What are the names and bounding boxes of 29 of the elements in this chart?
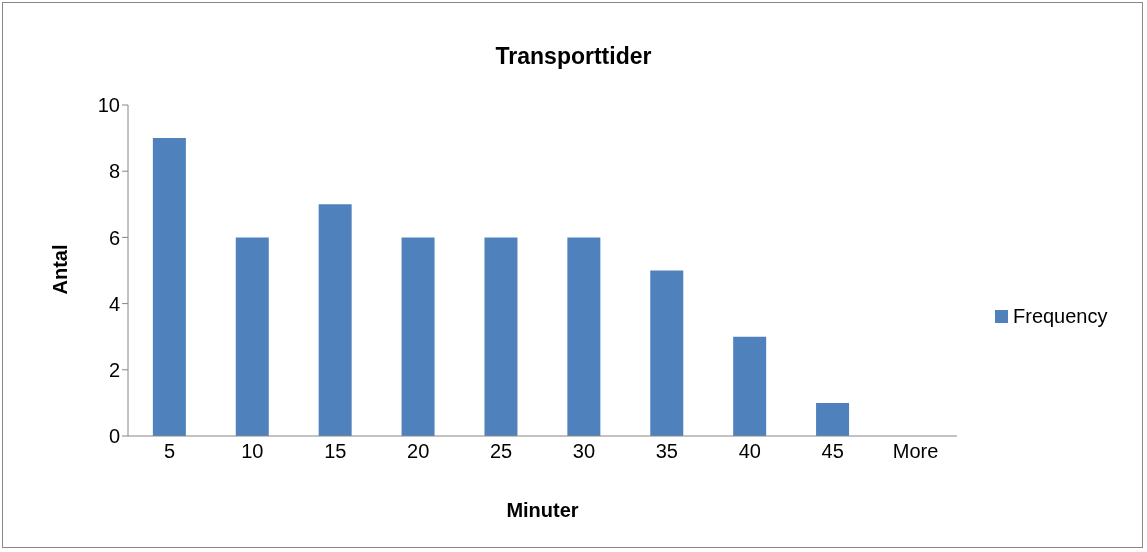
- bar: [567, 237, 601, 436]
- x-tick-label: 35: [655, 440, 678, 463]
- x-tick-label: 20: [407, 440, 430, 463]
- bar: [733, 336, 767, 436]
- bar: [235, 237, 269, 436]
- bar: [401, 237, 435, 436]
- y-tick-label: 10: [97, 94, 120, 117]
- x-tick-label: 15: [324, 440, 347, 463]
- y-tick-label: 6: [108, 226, 120, 249]
- x-tick-label: More: [892, 440, 939, 463]
- y-axis-title: Antal: [48, 243, 72, 297]
- x-tick-label: 25: [489, 440, 513, 463]
- bar: [816, 402, 850, 436]
- bar: [484, 237, 518, 436]
- legend-label: Frequency: [1013, 305, 1108, 328]
- y-tick-label: 0: [108, 425, 120, 448]
- bar: [318, 204, 352, 436]
- y-tick-label: 2: [108, 358, 120, 381]
- bar: [650, 270, 684, 436]
- y-tick-label: 8: [108, 160, 120, 183]
- x-tick-label: 30: [572, 440, 596, 463]
- x-tick-label: 10: [241, 440, 264, 463]
- x-tick-label: 45: [821, 440, 844, 463]
- y-tick-label: 4: [108, 292, 120, 315]
- x-tick-label: 5: [163, 440, 176, 463]
- x-axis-title: Minuter: [505, 499, 580, 522]
- bar: [152, 138, 186, 436]
- x-tick-label: 40: [738, 440, 761, 463]
- chart-title: Transporttider: [494, 43, 653, 70]
